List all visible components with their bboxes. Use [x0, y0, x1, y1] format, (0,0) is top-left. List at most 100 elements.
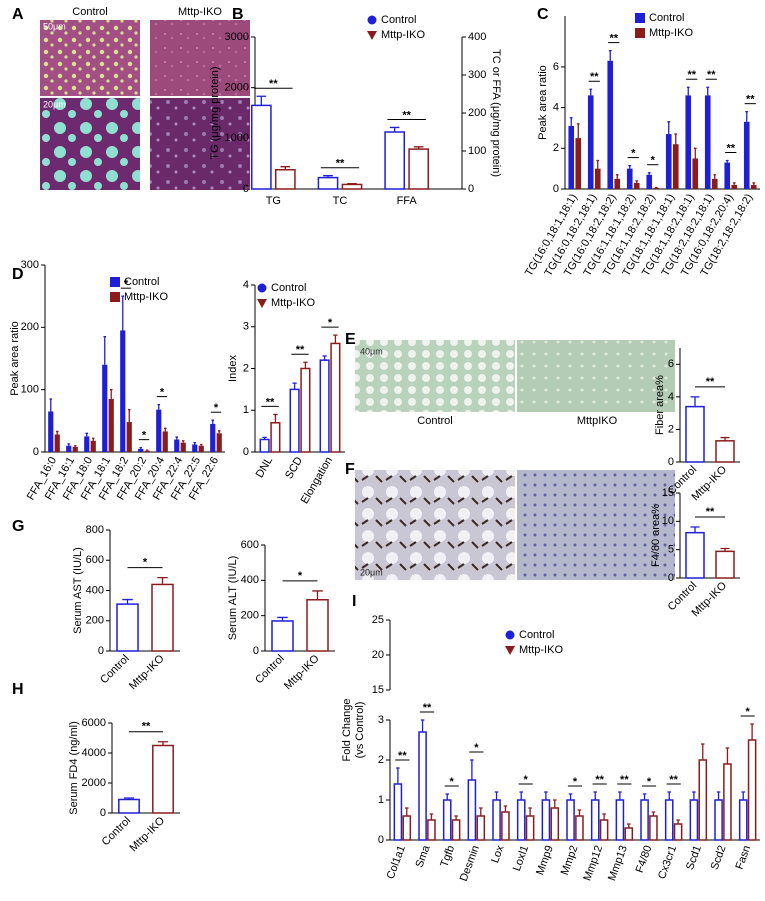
- error-bar: [544, 792, 548, 800]
- y-tick-label: 0: [553, 183, 559, 195]
- y-tick-label: 400: [86, 584, 104, 596]
- y-tick-label: 4: [668, 391, 674, 403]
- y-tick-label: 3000: [225, 31, 249, 43]
- significance-label: **: [620, 774, 629, 786]
- significance-label: **: [746, 94, 755, 106]
- error-bar: [445, 794, 449, 800]
- y-axis-label: Fold Change: [341, 699, 353, 762]
- y-tick-label: 0: [378, 834, 384, 846]
- bar: [453, 820, 460, 840]
- y-tick-label: 2: [668, 423, 674, 435]
- bar: [705, 95, 711, 189]
- error-bar: [752, 183, 755, 185]
- bar: [666, 134, 672, 189]
- error-bar: [273, 414, 277, 422]
- bar: [712, 179, 718, 189]
- error-bar: [589, 89, 592, 95]
- panel-letter: F: [345, 461, 355, 478]
- x-tick-label: Mttp-IKO: [128, 814, 168, 854]
- significance-label: **: [706, 376, 715, 388]
- error-bar: [421, 720, 425, 732]
- bar: [428, 820, 435, 840]
- bar: [749, 740, 756, 840]
- y-axis-label: Serum FD4 (ng/ml): [68, 721, 80, 815]
- error-bar: [569, 794, 573, 800]
- error-bar: [333, 335, 337, 343]
- bar: [385, 132, 404, 189]
- error-bar: [674, 134, 677, 144]
- bar: [724, 764, 731, 840]
- y-tick-label: 800: [86, 524, 104, 536]
- significance-label: *: [143, 557, 148, 569]
- significance-label: **: [423, 702, 432, 714]
- legend-marker: [257, 299, 267, 308]
- y2-axis-label: TC or FFA (μg/mg protein): [490, 49, 502, 177]
- error-bar: [593, 792, 597, 800]
- significance-label: **: [142, 721, 151, 733]
- y-tick-label: 200: [241, 610, 259, 622]
- bar: [666, 800, 673, 840]
- error-bar: [56, 431, 59, 434]
- bar: [199, 446, 204, 452]
- bar: [650, 816, 657, 840]
- error-bar: [692, 792, 696, 800]
- x-tick-label: Control: [253, 653, 287, 687]
- error-bar: [200, 445, 203, 446]
- legend-label: Control: [649, 12, 684, 24]
- y-tick-label: 0: [668, 456, 674, 468]
- error-bar: [667, 122, 670, 134]
- x-tick-label: Mttp-IKO: [282, 652, 322, 692]
- significance-label: **: [669, 774, 678, 786]
- x-tick-label: Mmp9: [534, 844, 556, 877]
- error-bar: [628, 166, 631, 169]
- panel-letter: C: [537, 6, 549, 23]
- error-bar: [635, 181, 638, 183]
- y2-tick-label: 0: [468, 183, 474, 195]
- x-tick-label: Fasn: [734, 844, 754, 871]
- significance-label: **: [707, 69, 716, 81]
- y-tick-label: 3: [378, 714, 384, 726]
- error-bar: [110, 390, 113, 399]
- error-bar: [193, 443, 196, 445]
- bar: [601, 820, 608, 840]
- bar: [217, 433, 222, 452]
- error-bar: [616, 175, 619, 179]
- bar: [595, 169, 601, 189]
- histology-image: [355, 470, 515, 580]
- y-tick-label: 6000: [82, 717, 106, 729]
- bar: [468, 780, 475, 840]
- error-bar: [479, 808, 483, 816]
- significance-label: **: [402, 109, 411, 121]
- x-tick-label: Control: [98, 653, 132, 687]
- y2-tick-label: 300: [468, 69, 486, 81]
- bar: [84, 436, 89, 452]
- error-bar: [596, 161, 599, 169]
- bar: [444, 800, 451, 840]
- error-bar: [570, 118, 573, 126]
- y-tick-label: 2000: [225, 82, 249, 94]
- bar: [675, 824, 682, 840]
- bar: [699, 760, 706, 840]
- significance-label: **: [266, 396, 275, 408]
- error-bar: [694, 148, 697, 158]
- error-bar: [618, 792, 622, 800]
- legend-label: Control: [271, 282, 306, 294]
- y-tick-label: 2: [243, 362, 249, 374]
- significance-label: *: [651, 155, 656, 167]
- y-tick-label: 4000: [82, 747, 106, 759]
- error-bar: [504, 806, 508, 812]
- x-tick-label: FFA: [397, 195, 418, 207]
- y-tick-label: 200: [86, 615, 104, 627]
- error-bar: [164, 428, 167, 431]
- y2-tick-label: 200: [468, 107, 486, 119]
- legend-marker: [506, 631, 515, 640]
- error-bar: [726, 161, 729, 163]
- significance-label: **: [336, 158, 345, 170]
- bar: [715, 800, 722, 840]
- y-tick-label: 6: [668, 358, 674, 370]
